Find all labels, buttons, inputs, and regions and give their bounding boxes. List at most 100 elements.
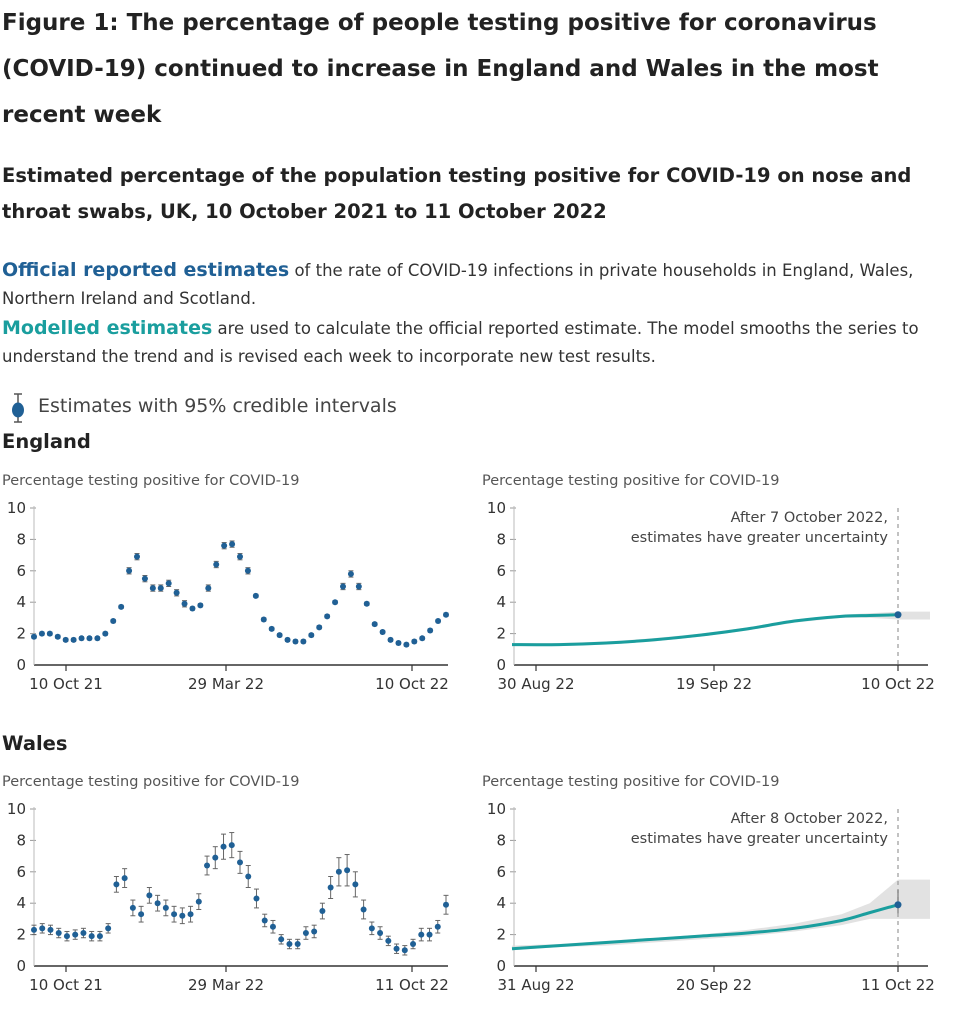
official-keyword: Official reported estimates bbox=[2, 259, 290, 281]
data-point bbox=[302, 930, 309, 937]
data-point bbox=[300, 638, 307, 645]
y-tick-label: 0 bbox=[496, 656, 506, 674]
data-point bbox=[46, 630, 53, 637]
data-point bbox=[276, 632, 283, 639]
y-tick-label: 10 bbox=[487, 800, 506, 818]
data-point bbox=[418, 931, 425, 938]
y-tick-label: 8 bbox=[496, 831, 506, 849]
annotation-line-2: estimates have greater uncertainty bbox=[631, 530, 889, 546]
data-point bbox=[377, 930, 384, 937]
data-point bbox=[340, 583, 346, 590]
x-tick-label: 10 Oct 22 bbox=[375, 675, 449, 693]
data-point bbox=[278, 936, 285, 943]
x-tick-label: 11 Oct 22 bbox=[375, 976, 449, 994]
data-point bbox=[387, 636, 394, 643]
data-point bbox=[403, 641, 410, 648]
data-point bbox=[113, 881, 120, 888]
modelled-description: Modelled estimates are used to calculate… bbox=[2, 314, 957, 371]
data-point bbox=[105, 925, 112, 932]
data-point bbox=[86, 635, 93, 642]
x-tick-label: 11 Oct 22 bbox=[861, 976, 935, 994]
uncertainty-band bbox=[512, 879, 930, 951]
y-tick-label: 4 bbox=[496, 593, 506, 611]
data-point bbox=[284, 636, 291, 643]
data-point bbox=[379, 629, 386, 636]
data-point bbox=[260, 616, 267, 623]
y-tick-label: 4 bbox=[496, 894, 506, 912]
data-point bbox=[88, 933, 95, 940]
data-point bbox=[121, 875, 128, 882]
official-description: Official reported estimates of the rate … bbox=[2, 256, 957, 313]
data-point bbox=[261, 917, 268, 924]
data-point bbox=[173, 589, 180, 596]
y-axis-label: Percentage testing positive for COVID-19 bbox=[2, 473, 299, 489]
y-tick-label: 10 bbox=[7, 800, 26, 818]
data-point bbox=[47, 926, 54, 933]
data-point bbox=[118, 603, 125, 610]
data-point bbox=[55, 930, 62, 937]
y-tick-label: 0 bbox=[496, 957, 506, 975]
x-tick-label: 20 Sep 22 bbox=[676, 976, 752, 994]
data-point bbox=[157, 585, 164, 592]
data-point bbox=[355, 583, 362, 590]
data-point bbox=[395, 640, 402, 647]
annotation-line-1: After 8 October 2022, bbox=[731, 811, 888, 827]
error-bar-point-icon bbox=[12, 393, 24, 423]
data-point bbox=[252, 592, 259, 599]
data-point bbox=[39, 925, 46, 932]
figure-title: Figure 1: The percentage of people testi… bbox=[2, 10, 879, 128]
data-point bbox=[286, 941, 293, 948]
data-point bbox=[347, 570, 354, 577]
x-tick-label: 10 Oct 22 bbox=[861, 675, 935, 693]
data-point bbox=[54, 633, 61, 640]
y-axis-label: Percentage testing positive for COVID-19 bbox=[2, 774, 299, 790]
annotation-line-2: estimates have greater uncertainty bbox=[631, 831, 889, 847]
y-tick-label: 8 bbox=[496, 530, 506, 548]
data-point bbox=[187, 911, 194, 918]
data-point bbox=[62, 636, 69, 643]
final-estimate-point bbox=[894, 611, 902, 619]
y-tick-label: 6 bbox=[16, 562, 26, 580]
data-point bbox=[269, 923, 276, 930]
y-axis-label: Percentage testing positive for COVID-19 bbox=[482, 774, 779, 790]
annotation-line-1: After 7 October 2022, bbox=[731, 510, 888, 526]
y-tick-label: 0 bbox=[16, 957, 26, 975]
y-tick-label: 0 bbox=[16, 656, 26, 674]
y-tick-label: 2 bbox=[16, 926, 26, 944]
data-point bbox=[268, 625, 275, 632]
region-title-england: England bbox=[2, 430, 91, 453]
data-point bbox=[141, 575, 148, 582]
data-point bbox=[360, 906, 367, 913]
x-tick-label: 19 Sep 22 bbox=[676, 675, 752, 693]
data-point bbox=[385, 937, 392, 944]
data-point bbox=[363, 600, 370, 607]
data-point bbox=[327, 884, 334, 891]
data-point bbox=[237, 859, 243, 866]
data-point bbox=[426, 931, 433, 938]
data-point bbox=[434, 923, 441, 930]
data-point bbox=[427, 627, 434, 634]
data-point bbox=[102, 630, 109, 637]
data-point bbox=[162, 904, 169, 911]
data-point bbox=[171, 911, 178, 918]
data-point bbox=[179, 912, 186, 919]
data-point bbox=[94, 635, 101, 642]
data-point bbox=[371, 621, 378, 628]
data-point bbox=[138, 911, 145, 918]
data-point bbox=[63, 933, 70, 940]
data-point bbox=[332, 599, 339, 606]
data-point bbox=[311, 928, 318, 935]
y-tick-label: 8 bbox=[16, 530, 26, 548]
data-point bbox=[443, 611, 449, 618]
modelled-line bbox=[511, 903, 899, 951]
y-tick-label: 8 bbox=[16, 831, 26, 849]
y-tick-label: 10 bbox=[487, 499, 506, 517]
data-point bbox=[212, 854, 219, 861]
data-point bbox=[244, 567, 251, 574]
data-point bbox=[195, 898, 202, 905]
modelled-keyword: Modelled estimates bbox=[2, 317, 213, 339]
data-point bbox=[189, 605, 196, 612]
official-text: of the rate of COVID-19 infections in pr… bbox=[2, 261, 914, 308]
data-point bbox=[154, 900, 161, 907]
data-point bbox=[31, 926, 37, 933]
